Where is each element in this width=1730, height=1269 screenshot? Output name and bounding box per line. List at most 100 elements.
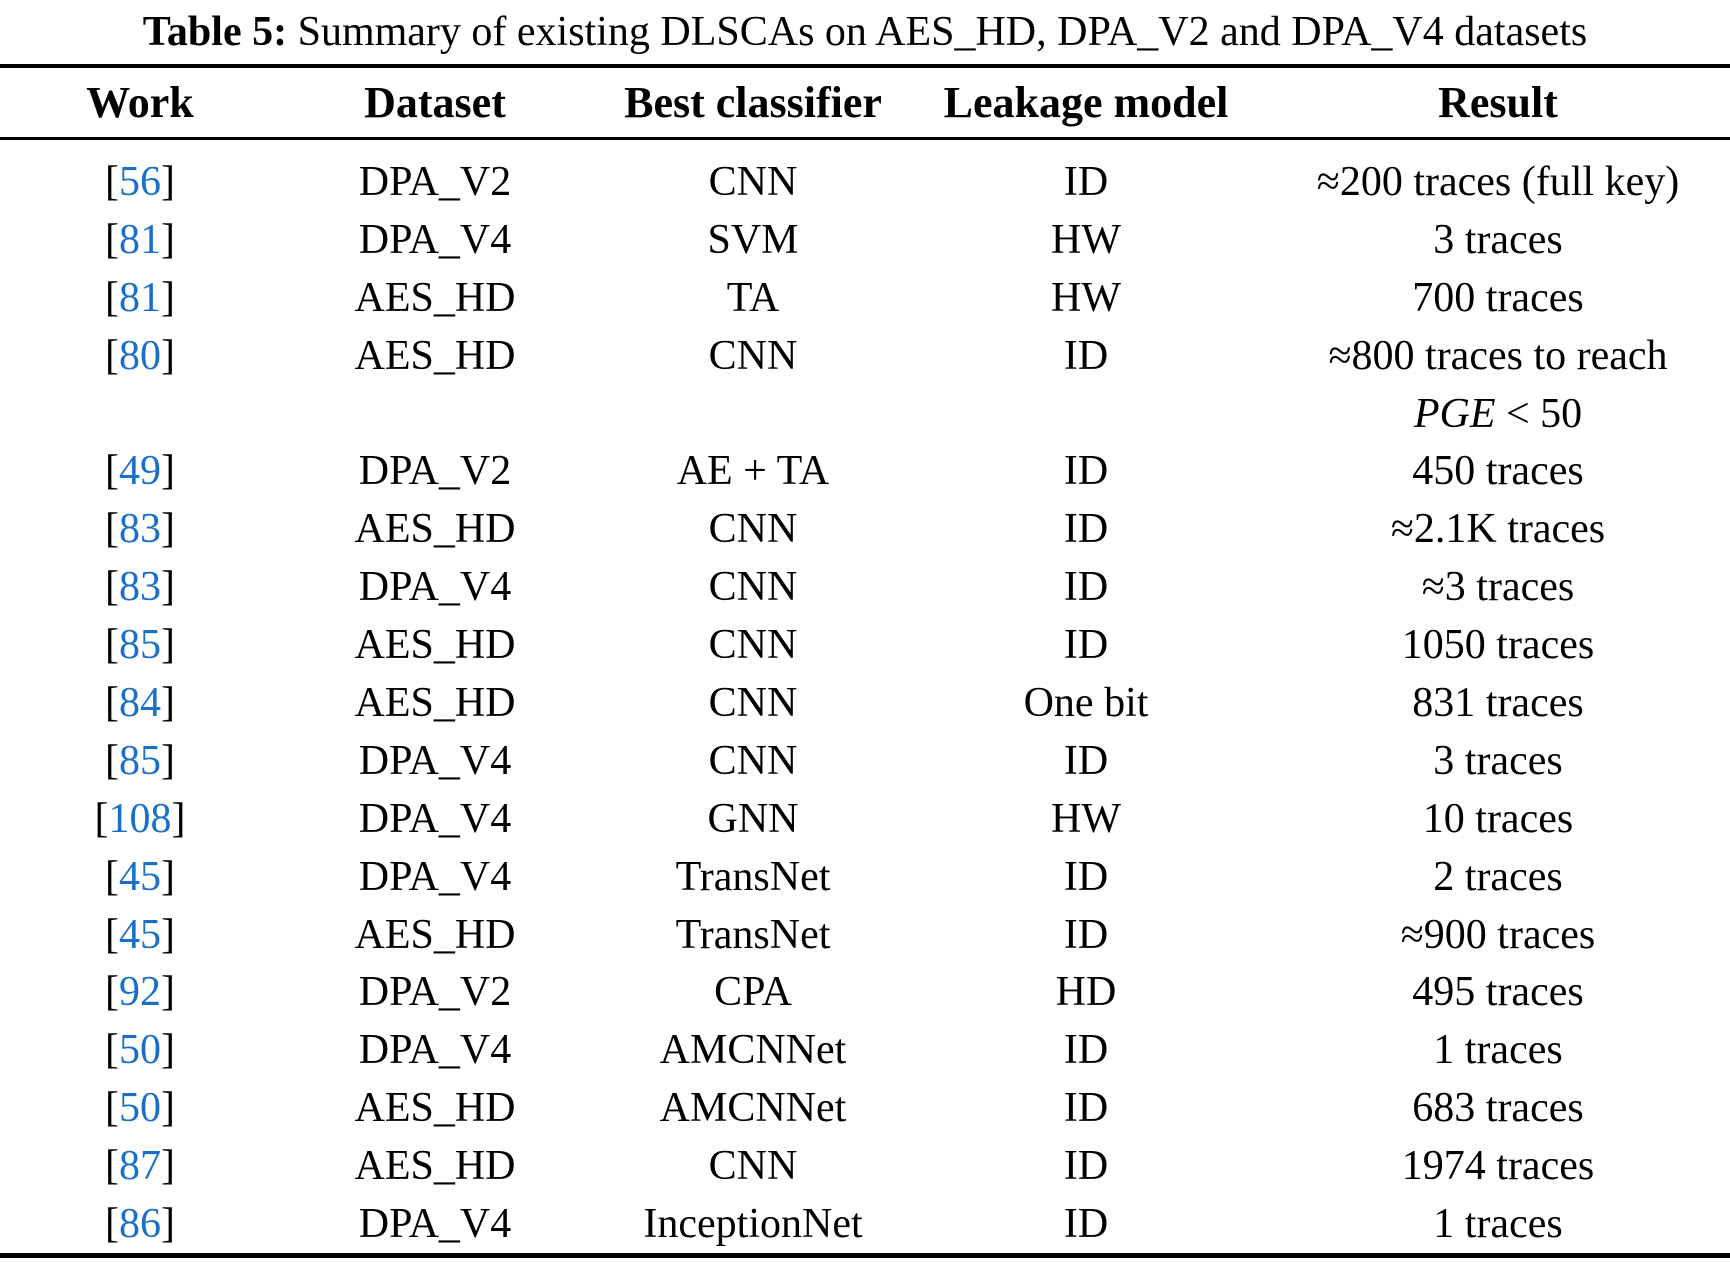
bottom-rule: [0, 1252, 1730, 1258]
header-result: Result: [1438, 78, 1558, 127]
leakage-cell: ID: [1063, 911, 1109, 958]
table-row: [84] AES_HD CNN One bit 831 traces: [0, 674, 1730, 732]
result-cell: ≈200 traces (full key): [1316, 158, 1680, 205]
result-cell: ≈2.1K traces: [1390, 506, 1606, 553]
bracket-close: ]: [161, 679, 175, 726]
work-cell: [86]: [30, 1200, 250, 1248]
bracket-open: [: [94, 795, 109, 842]
bracket-close: ]: [161, 506, 175, 553]
result-cell: 1050 traces: [1401, 622, 1595, 669]
bracket-close: ]: [161, 969, 175, 1016]
work-cell: [50]: [30, 1084, 250, 1132]
classifier-cell: GNN: [707, 795, 799, 842]
citation-link[interactable]: 45: [119, 911, 161, 958]
citation-link[interactable]: 50: [119, 1027, 161, 1074]
bracket-close: ]: [161, 1085, 175, 1132]
citation-link[interactable]: 108: [108, 795, 172, 842]
classifier-cell: SVM: [707, 216, 799, 263]
leakage-cell: ID: [1063, 737, 1109, 784]
classifier-cell: AE + TA: [676, 448, 830, 495]
bracket-open: [: [105, 158, 119, 205]
pge-threshold: < 50: [1495, 390, 1583, 437]
citation-link[interactable]: 85: [119, 622, 161, 669]
citation-link[interactable]: 45: [119, 853, 161, 900]
table-row: [85] DPA_V4 CNN ID 3 traces: [0, 732, 1730, 790]
bracket-open: [: [105, 274, 119, 321]
table-row: [50] AES_HD AMCNNet ID 683 traces: [0, 1079, 1730, 1137]
citation-link[interactable]: 49: [119, 448, 161, 495]
result-cell-line2: PGE < 50: [1286, 390, 1710, 438]
classifier-cell: CPA: [714, 969, 792, 1016]
leakage-cell: ID: [1063, 332, 1109, 379]
leakage-cell: ID: [1063, 853, 1109, 900]
citation-link[interactable]: 56: [119, 158, 161, 205]
table-row: [50] DPA_V4 AMCNNet ID 1 traces: [0, 1021, 1730, 1079]
work-cell: [45]: [30, 853, 250, 901]
leakage-cell: HW: [1051, 274, 1121, 321]
citation-link[interactable]: 81: [119, 216, 161, 263]
bracket-open: [: [105, 1143, 119, 1190]
result-cell: 3 traces: [1433, 216, 1563, 263]
bracket-open: [: [105, 622, 119, 669]
classifier-cell: TransNet: [675, 911, 831, 958]
top-rule: [0, 64, 1730, 68]
dataset-cell: DPA_V4: [358, 564, 512, 611]
citation-link[interactable]: 84: [119, 679, 161, 726]
table-row: [80] AES_HD CNN ID ≈800 traces to reach: [0, 327, 1730, 385]
work-cell: [50]: [30, 1026, 250, 1074]
header-work: Work: [86, 78, 194, 127]
dataset-cell: DPA_V4: [358, 1027, 512, 1074]
result-cell: 10 traces: [1422, 795, 1574, 842]
classifier-cell: AMCNNet: [659, 1027, 847, 1074]
classifier-cell: CNN: [708, 158, 798, 205]
header-classifier: Best classifier: [624, 78, 882, 127]
result-cell: 1974 traces: [1401, 1143, 1595, 1190]
table-row: [56] DPA_V2 CNN ID ≈200 traces (full key…: [0, 153, 1730, 211]
table-row: [81] AES_HD TA HW 700 traces: [0, 269, 1730, 327]
leakage-cell: ID: [1063, 564, 1109, 611]
bracket-close: ]: [161, 274, 175, 321]
citation-link[interactable]: 83: [119, 564, 161, 611]
table-row: [83] AES_HD CNN ID ≈2.1K traces: [0, 500, 1730, 558]
citation-link[interactable]: 81: [119, 274, 161, 321]
citation-link[interactable]: 50: [119, 1085, 161, 1132]
result-cell: ≈900 traces: [1400, 911, 1596, 958]
bracket-open: [: [105, 911, 119, 958]
dataset-cell: AES_HD: [354, 506, 516, 553]
work-cell: [108]: [30, 795, 250, 843]
work-cell: [83]: [30, 505, 250, 553]
result-cell: 683 traces: [1412, 1085, 1584, 1132]
citation-link[interactable]: 80: [119, 332, 161, 379]
work-cell: [85]: [30, 737, 250, 785]
bracket-close: ]: [161, 911, 175, 958]
dataset-cell: DPA_V2: [358, 158, 512, 205]
dataset-cell: DPA_V4: [358, 216, 512, 263]
bracket-close: ]: [161, 448, 175, 495]
work-cell: [80]: [30, 332, 250, 380]
leakage-cell: ID: [1063, 1027, 1109, 1074]
leakage-cell: HW: [1051, 216, 1121, 263]
table-row-continuation: PGE < 50: [0, 385, 1730, 443]
work-cell: [56]: [30, 158, 250, 206]
citation-link[interactable]: 83: [119, 506, 161, 553]
citation-link[interactable]: 87: [119, 1143, 161, 1190]
table-row: [49] DPA_V2 AE + TA ID 450 traces: [0, 442, 1730, 500]
citation-link[interactable]: 92: [119, 969, 161, 1016]
dataset-cell: DPA_V4: [358, 737, 512, 784]
table-row: [81] DPA_V4 SVM HW 3 traces: [0, 211, 1730, 269]
header-rule: [0, 137, 1730, 140]
result-cell: 450 traces: [1412, 448, 1584, 495]
bracket-close: ]: [161, 853, 175, 900]
citation-link[interactable]: 85: [119, 737, 161, 784]
leakage-cell: ID: [1063, 506, 1109, 553]
bracket-open: [: [105, 506, 119, 553]
citation-link[interactable]: 86: [119, 1200, 161, 1247]
bracket-open: [: [105, 564, 119, 611]
dataset-cell: DPA_V2: [358, 969, 512, 1016]
leakage-cell: ID: [1063, 158, 1109, 205]
bracket-close: ]: [161, 216, 175, 263]
leakage-cell: One bit: [1023, 679, 1149, 726]
table-header-row: Work Dataset Best classifier Leakage mod…: [0, 68, 1730, 137]
bracket-close: ]: [161, 622, 175, 669]
table-row: [86] DPA_V4 InceptionNet ID 1 traces: [0, 1195, 1730, 1253]
